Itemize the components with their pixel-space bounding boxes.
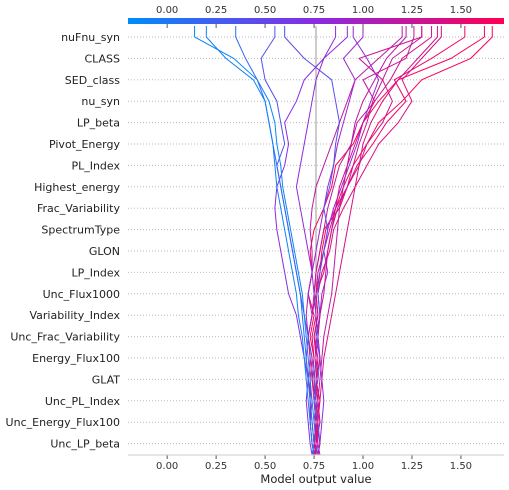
bottom-tick-label: 1.00 xyxy=(352,461,374,472)
feature-label: Unc_Frac_Variability xyxy=(10,331,120,344)
feature-label: CLASS xyxy=(84,52,120,65)
feature-label: Variability_Index xyxy=(30,309,121,322)
feature-label: LP_Index xyxy=(71,266,120,279)
feature-label: Unc_LP_beta xyxy=(50,438,120,451)
feature-label: GLON xyxy=(89,245,120,258)
feature-label: Highest_energy xyxy=(34,181,120,194)
feature-labels: nuFnu_syn CLASS SED_class nu_syn LP_beta Pivo… xyxy=(6,31,121,451)
bottom-tick-label: 0.25 xyxy=(205,461,227,472)
feature-label: GLAT xyxy=(92,373,121,386)
bottom-tick-label: 1.50 xyxy=(450,461,472,472)
colorbar xyxy=(128,18,504,24)
feature-label: SpectrumType xyxy=(41,224,120,237)
series-line xyxy=(194,26,317,455)
series-line xyxy=(311,26,423,456)
bottom-tick-labels: 0.00 0.25 0.50 0.75 1.00 1.25 1.50 xyxy=(156,455,472,472)
top-tick-label: 1.00 xyxy=(352,5,374,16)
series-line xyxy=(313,26,433,456)
series-line xyxy=(307,26,423,456)
feature-label: Unc_Energy_Flux100 xyxy=(6,416,120,429)
top-tick-label: 0.00 xyxy=(156,5,178,16)
series-line xyxy=(284,26,341,456)
bottom-tick-label: 0.50 xyxy=(254,461,276,472)
feature-label: PL_Index xyxy=(71,159,120,172)
series-line xyxy=(205,26,315,456)
bottom-tick-label: 0.00 xyxy=(156,461,178,472)
top-tick-label: 1.25 xyxy=(401,5,423,16)
feature-label: nuFnu_syn xyxy=(61,31,120,44)
series-line xyxy=(235,26,315,456)
bottom-tick-label: 1.25 xyxy=(401,461,423,472)
feature-label: nu_syn xyxy=(81,95,120,108)
top-tick-label: 1.50 xyxy=(450,5,472,16)
bottom-tick-label: 0.75 xyxy=(303,461,325,472)
top-tick-label: 0.75 xyxy=(303,5,325,16)
series-line xyxy=(307,26,485,456)
series-line xyxy=(313,26,438,456)
feature-label: Energy_Flux100 xyxy=(32,352,120,365)
top-tick-label: 0.50 xyxy=(254,5,276,16)
top-tick-labels: 0.00 0.25 0.50 0.75 1.00 1.25 1.50 xyxy=(156,5,472,28)
series-line xyxy=(295,26,348,456)
series-line xyxy=(313,26,493,456)
series-line xyxy=(315,26,407,456)
x-axis-title: Model output value xyxy=(260,472,371,486)
feature-label: SED_class xyxy=(65,74,120,87)
feature-label: Pivot_Energy xyxy=(49,138,121,151)
feature-label: Unc_PL_Index xyxy=(45,395,121,408)
feature-label: Frac_Variability xyxy=(37,202,121,215)
series-line xyxy=(305,26,403,456)
top-tick-label: 0.25 xyxy=(205,5,227,16)
feature-label: LP_beta xyxy=(77,117,120,130)
series-lines xyxy=(194,26,493,456)
feature-label: Unc_Flux1000 xyxy=(43,288,120,301)
